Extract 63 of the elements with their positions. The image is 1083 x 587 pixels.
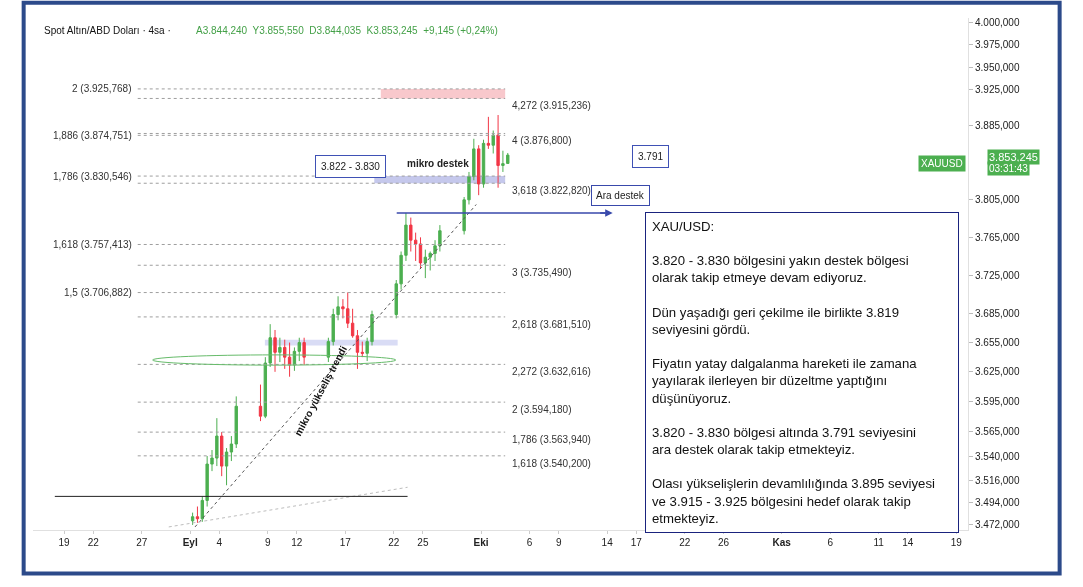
y-tick-label: 3.685,000 <box>975 308 1020 320</box>
x-tick-label: 26 <box>717 537 730 548</box>
y-tick-label: 3.925,000 <box>975 84 1020 96</box>
annotation: XAUUSD <box>921 158 963 169</box>
x-tick-label: 19 <box>950 537 963 548</box>
annotation: 3.822 - 3.830 <box>321 161 381 172</box>
ref-line-label: 2 (3.594,180) <box>512 404 572 415</box>
y-tick-label: 3.765,000 <box>975 231 1020 243</box>
y-tick-label: 3.885,000 <box>975 120 1020 132</box>
annotation: 3.791 <box>638 151 664 162</box>
y-tick-label: 3.655,000 <box>975 337 1020 349</box>
ref-line-label: 2,618 (3.681,510) <box>512 319 591 330</box>
y-tick-label: 3.625,000 <box>975 366 1020 378</box>
y-tick-label: 4.000,000 <box>975 16 1020 28</box>
x-tick-label: 17 <box>630 537 643 548</box>
y-tick-label: 3.950,000 <box>975 61 1020 73</box>
ref-line-label: Ara destek <box>596 190 645 201</box>
x-tick-label: 9 <box>555 537 562 548</box>
y-tick-label: 3.565,000 <box>975 425 1020 437</box>
x-tick-label: 19 <box>58 537 71 548</box>
ref-line-label: 1,618 (3.757,413) <box>53 239 132 250</box>
x-tick-label: Kas <box>772 537 792 548</box>
x-tick-label: 6 <box>526 537 533 548</box>
ref-line-label: 3 (3.735,490) <box>512 267 572 278</box>
x-tick-label: 14 <box>601 537 614 548</box>
x-tick-label: 22 <box>87 537 100 548</box>
y-tick-label: 3.595,000 <box>975 395 1020 407</box>
y-tick-label: 3.494,000 <box>975 496 1020 508</box>
x-tick-label: 6 <box>827 537 834 548</box>
band-label: mikro destek <box>407 158 470 169</box>
x-tick-label: 25 <box>417 537 429 548</box>
x-tick-label: 22 <box>679 537 691 548</box>
ref-line-label: 1,786 (3.830,546) <box>53 171 132 182</box>
x-tick-label: 22 <box>388 537 400 548</box>
text: 3.853,245 <box>989 151 1038 163</box>
text: A3.844,240 Y3.855,550 D3.844,035 K3.853,245 +9,145 (+0,24%) <box>196 25 498 36</box>
y-tick-label: 3.516,000 <box>975 474 1020 486</box>
x-tick-label: Eki <box>473 537 489 548</box>
ref-line-label: 2 (3.925,768) <box>72 83 132 94</box>
ref-line-label: 2,272 (3.632,616) <box>512 366 591 377</box>
text: 03:31:43 <box>989 163 1029 174</box>
ref-line-label: 1,786 (3.563,940) <box>512 434 591 445</box>
y-tick-label: 3.725,000 <box>975 269 1020 281</box>
x-tick-label: 17 <box>339 537 352 548</box>
x-tick-label: 27 <box>136 537 148 548</box>
x-tick-label: 12 <box>291 537 303 548</box>
text: Spot Altın/ABD Doları · 4sa · <box>44 25 171 36</box>
y-tick-label: 3.472,000 <box>975 519 1020 531</box>
x-tick-label: 11 <box>873 537 885 548</box>
x-tick-label: 4 <box>216 537 223 548</box>
ref-line-label: 1,618 (3.540,200) <box>512 458 591 469</box>
x-tick-label: 14 <box>902 537 914 548</box>
ref-line-label: 1,5 (3.706,882) <box>64 287 132 298</box>
ref-line-label: 4,272 (3.915,236) <box>512 100 591 111</box>
y-tick-label: 3.975,000 <box>975 39 1020 51</box>
x-tick-label: 9 <box>264 537 271 548</box>
x-tick-label: Eyl <box>182 537 198 548</box>
text: XAU/USD: 3.820 - 3.830 bölgesini yakın destek bölgesi olarak takip etmeye devam ediyoruz. Dün yaşadığı geri çekilme ile birlikte 3.819 seviyesini gördü. Fiyatın yatay dalgalanma hareketi ile zamana yayılarak ilerleyen bir düzeltme yaptığını düşünüyoruz. 3.820 - 3.830 bölgesi altında 3.791 seviyesini ara destek olarak takip etmekteyiz. Olası yükselişlerin devamlılığında 3.895 seviyesi ve 3.915 - 3.925 bölgesini hedef olarak takip etmekteyiz. <box>652 219 935 526</box>
y-tick-label: 3.805,000 <box>975 194 1020 206</box>
ref-line-label: 4 (3.876,800) <box>512 135 572 146</box>
ref-line-label: 3,618 (3.822,820) <box>512 185 591 196</box>
y-tick-label: 3.540,000 <box>975 450 1020 462</box>
ref-line-label: 1,886 (3.874,751) <box>53 130 132 141</box>
